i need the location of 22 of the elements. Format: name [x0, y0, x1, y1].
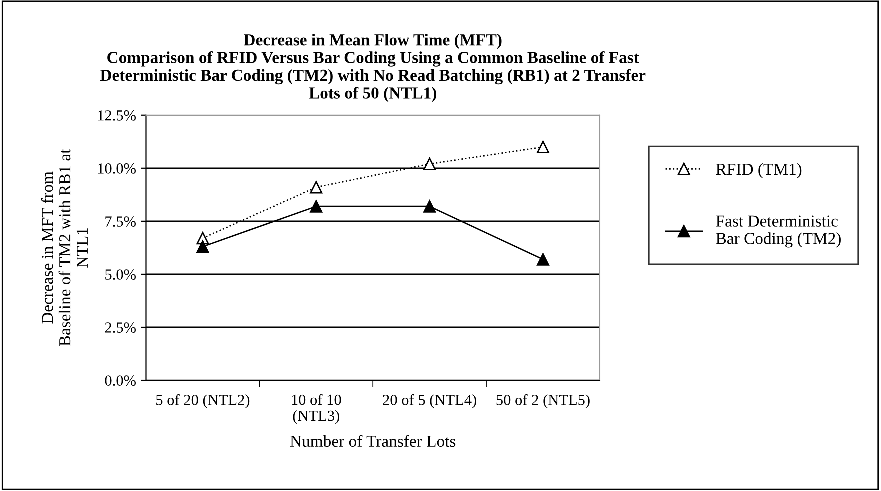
- point: [536, 253, 550, 266]
- y-tick-label: 10.0%: [98, 164, 136, 174]
- x-tick-label: 50 of 2 (NTL5): [496, 394, 590, 408]
- y-tick-label: 12.5%: [98, 110, 136, 121]
- x-tick-label: 10 of 10 (NTL3): [292, 394, 342, 424]
- chart-title: Decrease in Mean Flow Time (MFT) Comparison of RFID Versus Bar Coding Using a Common Baseline of Fast Deterministic Bar Coding (TM2) with No Read Batching (RB1) at 2 Transfer Lots of 50 (NTL1): [100, 34, 646, 102]
- point: [536, 140, 550, 154]
- legend-label: RFID (TM1): [716, 163, 802, 179]
- y-tick-label: 2.5%: [105, 322, 136, 334]
- point: [196, 240, 210, 254]
- legend-label: Fast Deterministic Bar Coding (TM2): [716, 216, 841, 248]
- y-tick-label: 5.0%: [106, 270, 136, 280]
- x-axis-title: Number of Transfer Lots: [290, 435, 456, 448]
- point: [310, 181, 323, 194]
- y-tick-label: 0.0%: [105, 376, 136, 386]
- x-tick-label: 5 of 20 (NTL2): [156, 394, 250, 408]
- point: [424, 158, 436, 170]
- y-tick-label: 7.5%: [106, 216, 136, 227]
- point: [310, 200, 323, 213]
- y-axis-title: Decrease in MFT from Baseline of TM2 with RB1 at NTL1: [41, 149, 88, 346]
- x-tick-label: 20 of 5 (NTL4): [383, 394, 476, 408]
- point: [424, 200, 436, 213]
